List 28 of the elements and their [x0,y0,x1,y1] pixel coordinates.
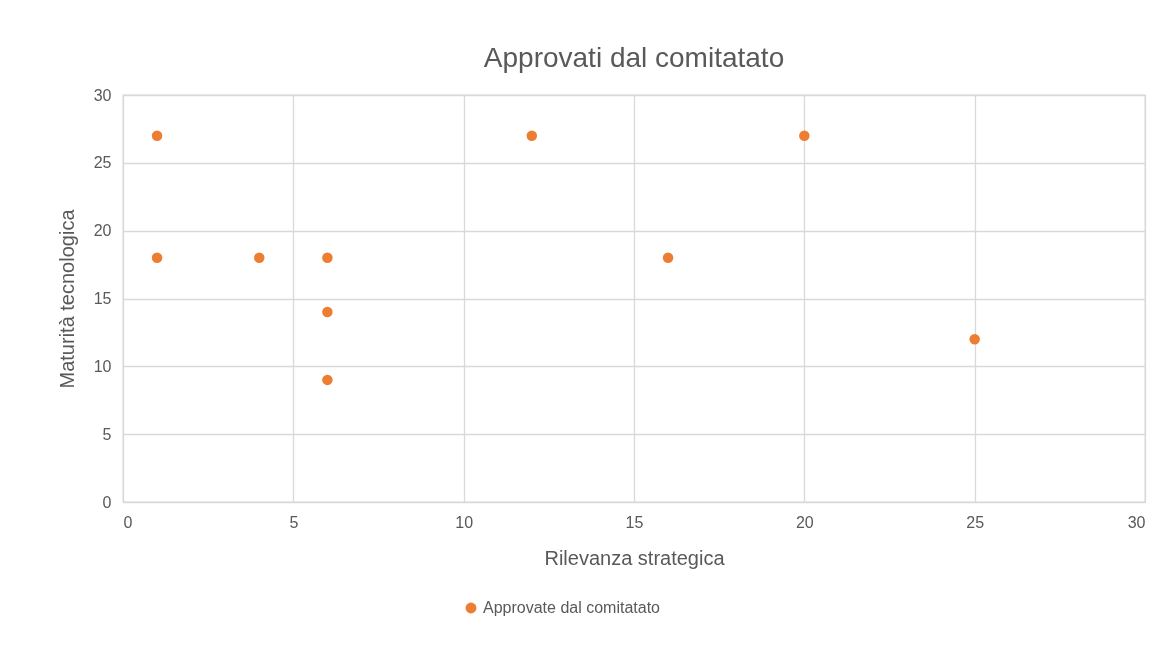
point [322,306,333,318]
y-axis-title: Maturità tecnologica [55,208,78,389]
y-tick-label: 25 [93,154,112,172]
point [254,252,265,264]
y-tick-label: 0 [102,493,112,511]
point [969,333,980,345]
legend-label: Approvate dal comitatato [483,599,661,616]
point [526,130,538,141]
y-tick-label: 15 [93,290,112,307]
y-tick-label: 30 [93,86,112,104]
x-tick-label: 20 [795,513,814,531]
point [799,130,810,141]
y-tick-label: 5 [102,425,112,443]
y-tick-label: 10 [93,357,112,375]
point [151,252,163,264]
point [322,252,333,264]
point [662,252,674,264]
x-tick-label: 15 [625,513,644,531]
chart-title: Approvati dal comitatato [483,42,785,73]
point [322,374,333,386]
x-tick-label: 0 [123,513,133,531]
x-tick-label: 30 [1127,513,1146,531]
point [151,130,163,141]
x-tick-label: 5 [289,513,299,531]
y-tick-label: 20 [93,222,112,240]
x-tick-label: 10 [455,513,474,531]
x-axis-title: Rilevanza strategica [544,546,726,569]
x-tick-label: 25 [966,513,985,531]
